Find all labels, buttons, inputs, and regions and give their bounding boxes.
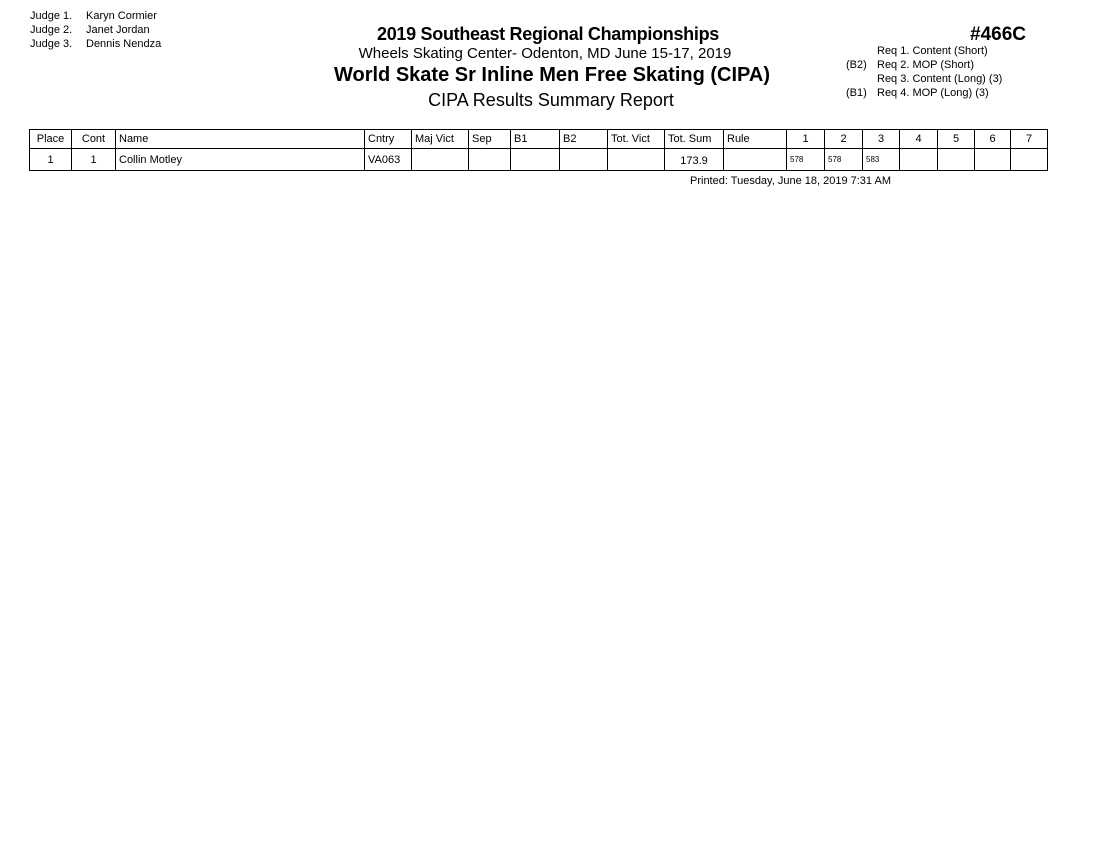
table-cell: 173.9 (664, 148, 724, 171)
column-header: Name (115, 129, 365, 149)
column-header: 5 (937, 129, 975, 149)
column-header: 7 (1010, 129, 1048, 149)
column-header: 2 (824, 129, 863, 149)
printed-timestamp: Printed: Tuesday, June 18, 2019 7:31 AM (690, 175, 891, 187)
column-header: Sep (468, 129, 511, 149)
report-title: CIPA Results Summary Report (428, 90, 674, 110)
table-cell: 583 (862, 148, 900, 171)
judge-3: Judge 3. Dennis Nendza (30, 38, 162, 50)
table-cell (411, 148, 469, 171)
column-header: Rule (723, 129, 787, 149)
table-cell (899, 148, 938, 171)
judge-2: Judge 2. Janet Jordan (30, 24, 150, 36)
column-header: Tot. Vict (607, 129, 665, 149)
requirement-4: (B1) Req 4. MOP (Long) (3) (846, 87, 989, 99)
event-title: 2019 Southeast Regional Championships (377, 24, 719, 44)
table-cell (468, 148, 511, 171)
column-header: Cntry (364, 129, 412, 149)
table-cell (974, 148, 1011, 171)
column-header: 6 (974, 129, 1011, 149)
judge-1: Judge 1. Karyn Cormier (30, 10, 157, 22)
table-header-row: Place Cont Name Cntry Maj Vict Sep B1 B2 Tot. Vi… (29, 129, 1048, 149)
table-cell (1010, 148, 1048, 171)
column-header: B1 (510, 129, 560, 149)
table-cell: VA063 (364, 148, 412, 171)
judge-list: Judge 1. Karyn Cormier Judge 2. Janet Jord… (30, 9, 161, 51)
column-header: Place (29, 129, 72, 149)
requirement-3: Req 3. Content (Long) (3) (877, 73, 1003, 85)
table-row: 1 1 Collin Motley VA063 173.9 578 578 583 (29, 148, 1048, 171)
venue-date: Wheels Skating Center- Odenton, MD June … (358, 45, 732, 62)
requirements-list: Req 1. Content (Short) (B2) Req 2. MOP (S… (846, 44, 1002, 100)
table-cell (559, 148, 608, 171)
table-cell: 1 (71, 148, 116, 171)
competition-title: World Skate Sr Inline Men Free Skating (… (333, 64, 770, 86)
event-code: #466C (970, 24, 1026, 45)
column-header: Maj Vict (411, 129, 469, 149)
table-cell: 578 (824, 148, 863, 171)
column-header: Tot. Sum (664, 129, 724, 149)
table-cell (607, 148, 665, 171)
column-header: 1 (786, 129, 825, 149)
table-cell: Collin Motley (115, 148, 365, 171)
table-cell (510, 148, 560, 171)
column-header: Cont (71, 129, 116, 149)
results-table: Place Cont Name Cntry Maj Vict Sep B1 B2 Tot. Vi… (29, 129, 1048, 171)
column-header: 3 (862, 129, 900, 149)
table-cell (723, 148, 787, 171)
table-cell: 578 (786, 148, 825, 171)
table-cell (937, 148, 975, 171)
requirement-2: (B2) Req 2. MOP (Short) (846, 59, 974, 71)
requirement-1: Req 1. Content (Short) (877, 45, 988, 57)
column-header: 4 (899, 129, 938, 149)
column-header: B2 (559, 129, 608, 149)
table-cell: 1 (29, 148, 72, 171)
